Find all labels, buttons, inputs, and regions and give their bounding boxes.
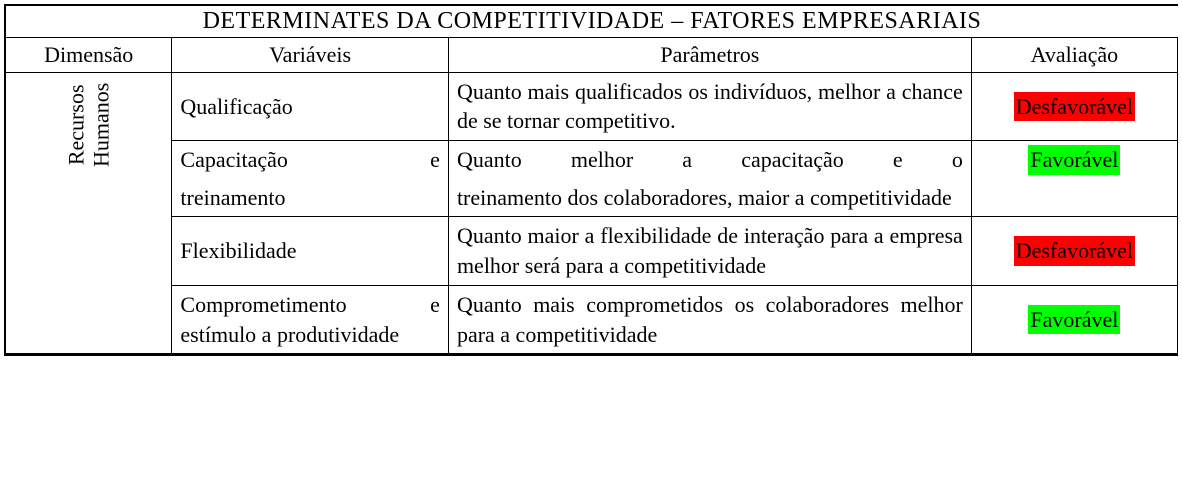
evaluation-badge-favoravel: Favorável <box>1028 305 1120 335</box>
evaluation-badge-desfavoravel: Desfavorável <box>1014 236 1135 266</box>
evaluation-cell: Desfavorável <box>971 217 1177 285</box>
variable-cell: Comprometimento e estímulo a produtivida… <box>172 285 449 353</box>
evaluation-cell-empty <box>971 179 1177 217</box>
table-row: Comprometimento e estímulo a produtivida… <box>6 285 1178 353</box>
dimension-line2: Humanos <box>89 82 114 166</box>
dimension-cell-empty <box>6 285 172 353</box>
table-row: Recursos Humanos Qualificação Quanto mai… <box>6 72 1178 140</box>
table-row: treinamento treinamento dos colaboradore… <box>6 179 1178 217</box>
parameter-cell: treinamento dos colaboradores, maior a c… <box>448 179 971 217</box>
dimension-label: Recursos Humanos <box>63 82 114 166</box>
parameter-cell: Quanto melhor a capacitação e o <box>448 141 971 179</box>
dimension-cell: Recursos Humanos <box>6 72 172 179</box>
evaluation-badge-desfavoravel: Desfavorável <box>1014 92 1135 122</box>
parameter-cell: Quanto mais qualificados os indivíduos, … <box>448 72 971 140</box>
evaluation-cell: Favorável <box>971 141 1177 179</box>
table-row: Flexibilidade Quanto maior a flexibilida… <box>6 217 1178 285</box>
dimension-cell-empty <box>6 179 172 217</box>
variable-cell: Capacitação e <box>172 141 449 179</box>
header-dimensao: Dimensão <box>6 38 172 72</box>
dimension-cell-empty <box>6 217 172 285</box>
header-avaliacao: Avaliação <box>971 38 1177 72</box>
header-row: Dimensão Variáveis Parâmetros Avaliação <box>6 38 1178 72</box>
table-container: DETERMINATES DA COMPETITIVIDADE – FATORE… <box>4 4 1178 356</box>
evaluation-badge-favoravel: Favorável <box>1028 145 1120 175</box>
table-row: Capacitação e Quanto melhor a capacitaçã… <box>6 141 1178 179</box>
parameter-cell: Quanto maior a flexibilidade de interaçã… <box>448 217 971 285</box>
variable-cell: Qualificação <box>172 72 449 140</box>
parameter-cell: Quanto mais comprometidos os colaborador… <box>448 285 971 353</box>
variable-cell: Flexibilidade <box>172 217 449 285</box>
table-title: DETERMINATES DA COMPETITIVIDADE – FATORE… <box>6 6 1178 38</box>
header-parametros: Parâmetros <box>448 38 971 72</box>
evaluation-cell: Desfavorável <box>971 72 1177 140</box>
data-table: Dimensão Variáveis Parâmetros Avaliação … <box>6 38 1178 354</box>
dimension-line1: Recursos <box>63 84 88 165</box>
header-variaveis: Variáveis <box>172 38 449 72</box>
evaluation-cell: Favorável <box>971 285 1177 353</box>
variable-cell: treinamento <box>172 179 449 217</box>
